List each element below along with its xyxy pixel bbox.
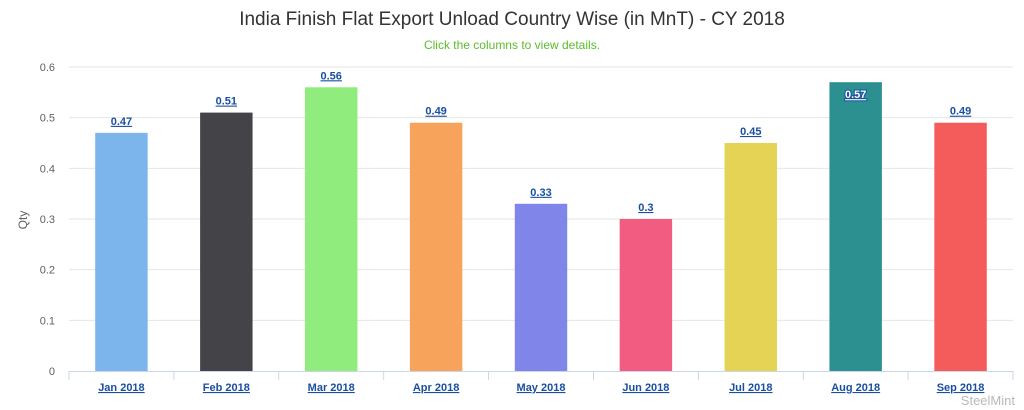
x-tick-label[interactable]: Apr 2018	[413, 382, 459, 394]
data-label[interactable]: 0.57	[844, 88, 867, 102]
bar-series	[95, 82, 987, 372]
y-axis-label: Qty	[16, 211, 30, 230]
y-tick-label: 0.1	[40, 315, 55, 327]
x-tick-label[interactable]: Sep 2018	[937, 382, 985, 394]
bar[interactable]	[724, 143, 777, 371]
data-label[interactable]: 0.47	[111, 116, 132, 128]
bar[interactable]	[95, 132, 148, 371]
bar[interactable]	[829, 82, 882, 371]
data-labels: 0.47 0.51 0.56 0.49 0.33 0.3 0.45 0.57 0.49	[111, 70, 972, 214]
x-tick-label[interactable]: Jun 2018	[622, 382, 669, 394]
y-tick-label: 0.4	[40, 163, 55, 175]
data-label[interactable]: 0.3	[638, 202, 653, 214]
data-label[interactable]: 0.45	[740, 126, 761, 138]
chart-title: India Finish Flat Export Unload Country …	[239, 9, 785, 30]
bar[interactable]	[934, 122, 987, 371]
x-tick-label[interactable]: Mar 2018	[308, 382, 355, 394]
y-axis-ticks: 0 0.1 0.2 0.3 0.4 0.5 0.6	[40, 62, 55, 378]
chart-subtitle: Click the columns to view details.	[424, 38, 600, 52]
y-tick-label: 0.3	[40, 214, 55, 226]
y-tick-label: 0	[49, 366, 55, 378]
x-tick-label[interactable]: Jan 2018	[98, 382, 144, 394]
credit-label: SteelMint	[961, 393, 1016, 408]
bar[interactable]	[619, 219, 673, 371]
y-tick-label: 0.6	[40, 62, 55, 74]
data-label[interactable]: 0.51	[216, 96, 237, 108]
data-label[interactable]: 0.49	[425, 106, 446, 118]
bar[interactable]	[305, 87, 358, 372]
x-tick-label[interactable]: Feb 2018	[203, 382, 250, 394]
y-tick-label: 0.2	[40, 265, 55, 277]
x-axis-ticks: Jan 2018 Feb 2018 Mar 2018 Apr 2018 May 2018…	[68, 371, 1014, 394]
data-label[interactable]: 0.56	[321, 70, 342, 82]
x-tick-label[interactable]: Aug 2018	[831, 382, 880, 394]
data-label[interactable]: 0.33	[530, 187, 551, 199]
bar[interactable]	[514, 203, 568, 371]
y-tick-label: 0.5	[40, 113, 55, 125]
data-label[interactable]: 0.49	[950, 106, 971, 118]
x-tick-label[interactable]: Jul 2018	[729, 382, 772, 394]
x-tick-label[interactable]: May 2018	[517, 382, 566, 394]
bar[interactable]	[409, 122, 463, 371]
bar[interactable]	[200, 112, 253, 371]
